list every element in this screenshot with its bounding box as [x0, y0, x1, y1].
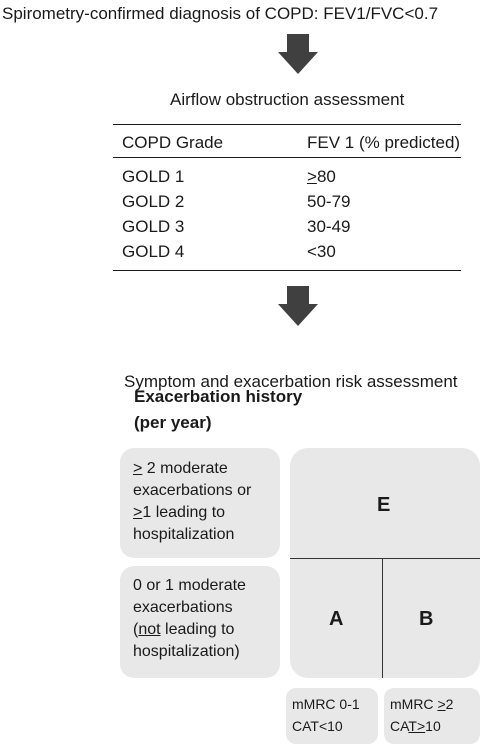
row-grade: GOLD 4 — [122, 242, 185, 261]
table-header-rule — [113, 157, 461, 158]
symptoms-low-box: mMRC 0-1 CAT<10 — [286, 688, 378, 744]
row-fev: 30-49 — [307, 217, 351, 236]
group-b-label: B — [419, 608, 434, 630]
diagnosis-heading: Spirometry-confirmed diagnosis of COPD: … — [2, 4, 439, 23]
high-exacerbation-box: > 2 moderate exacerbations or >1 leading… — [120, 448, 280, 558]
row-grade: GOLD 3 — [122, 217, 185, 236]
grid-vertical-divider — [382, 558, 383, 678]
row-grade: GOLD 2 — [122, 192, 185, 211]
risk-title: Symptom and exacerbation risk assessment — [124, 372, 458, 391]
down-arrow-icon — [278, 286, 318, 326]
col-header-fev: FEV 1 (% predicted) — [307, 133, 461, 152]
group-grid: E A B — [290, 448, 480, 678]
symptoms-high-box: mMRC >2 CAT>10 — [384, 688, 480, 744]
row-grade: GOLD 1 — [122, 167, 185, 186]
col-header-grade: COPD Grade — [122, 133, 224, 152]
row-fev: <30 — [307, 242, 336, 261]
row-fev: 50-79 — [307, 192, 351, 211]
low-exacerbation-box: 0 or 1 moderate exacerbations (not leadi… — [120, 566, 280, 678]
row-fev: >80 — [307, 167, 336, 186]
airflow-title: Airflow obstruction assessment — [170, 90, 405, 109]
group-a-label: A — [329, 608, 344, 630]
down-arrow-icon — [278, 34, 318, 74]
table-top-rule — [113, 124, 461, 125]
table-bottom-rule — [113, 270, 461, 271]
group-e-label: E — [377, 494, 391, 516]
grid-horizontal-divider — [290, 558, 480, 559]
history-title: Exacerbation history (per year) — [134, 387, 303, 432]
